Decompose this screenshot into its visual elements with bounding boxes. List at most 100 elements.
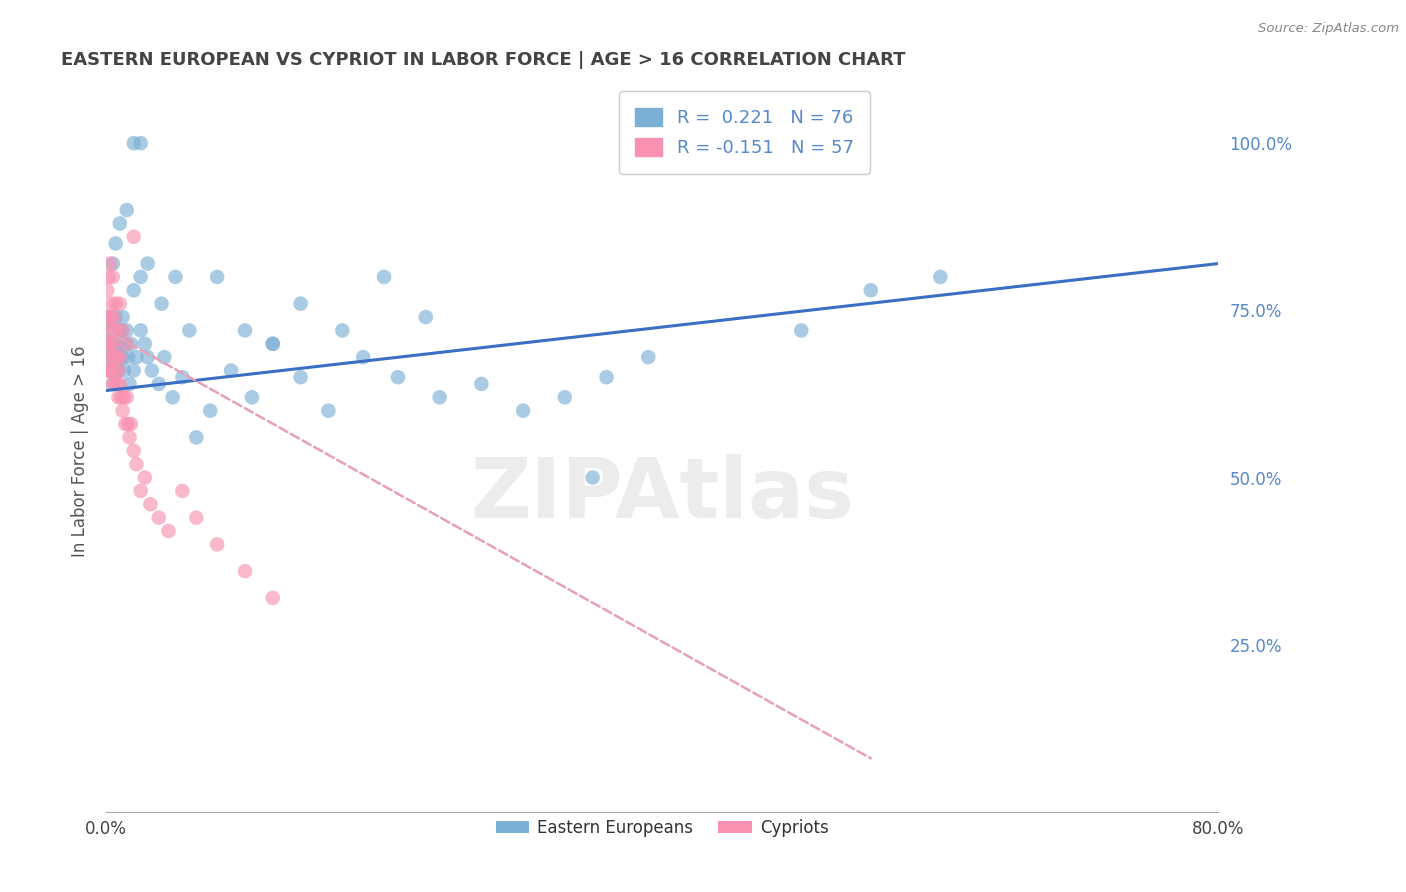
Text: EASTERN EUROPEAN VS CYPRIOT IN LABOR FORCE | AGE > 16 CORRELATION CHART: EASTERN EUROPEAN VS CYPRIOT IN LABOR FOR… [62,51,905,69]
Point [117,417,139,431]
Point [148,510,170,524]
Point [111,403,134,417]
Point [172,483,194,498]
Point [290,296,312,310]
Point [415,310,437,324]
Point [118,430,141,444]
Point [470,376,492,391]
Point [96,283,118,297]
Point [107,390,129,404]
Point [122,229,145,244]
Point [104,363,127,377]
Point [637,350,659,364]
Point [219,363,242,377]
Point [97,310,120,324]
Point [262,591,284,605]
Point [373,269,395,284]
Point [101,323,124,337]
Point [104,350,127,364]
Point [790,323,813,337]
Point [97,363,120,377]
Point [97,336,120,351]
Point [117,350,139,364]
Point [125,350,148,364]
Point [129,269,152,284]
Point [108,350,131,364]
Point [120,417,142,431]
Point [134,470,156,484]
Point [233,564,256,578]
Point [118,376,141,391]
Point [110,323,132,337]
Point [120,336,142,351]
Point [100,363,122,377]
Point [108,350,131,364]
Point [112,390,135,404]
Point [97,336,120,351]
Legend: Eastern Europeans, Cypriots: Eastern Europeans, Cypriots [489,812,835,843]
Point [105,376,128,391]
Point [129,323,152,337]
Point [100,323,122,337]
Point [290,370,312,384]
Point [162,390,184,404]
Point [100,323,122,337]
Point [104,376,127,391]
Point [136,256,159,270]
Point [129,483,152,498]
Point [205,537,228,551]
Point [595,370,617,384]
Point [103,336,125,351]
Point [122,363,145,377]
Point [122,136,145,151]
Point [104,310,127,324]
Point [352,350,374,364]
Point [148,376,170,391]
Point [114,417,136,431]
Point [262,336,284,351]
Point [122,283,145,297]
Point [104,296,127,310]
Point [205,269,228,284]
Point [186,430,208,444]
Point [108,336,131,351]
Point [114,336,136,351]
Point [172,370,194,384]
Point [186,510,208,524]
Text: ZIPAtlas: ZIPAtlas [470,454,853,534]
Y-axis label: In Labor Force | Age > 16: In Labor Force | Age > 16 [72,345,89,557]
Text: Source: ZipAtlas.com: Source: ZipAtlas.com [1258,22,1399,36]
Point [179,323,201,337]
Point [98,336,121,351]
Point [96,363,118,377]
Point [929,269,952,284]
Point [101,376,124,391]
Point [96,310,118,324]
Point [108,216,131,230]
Point [110,390,132,404]
Point [96,336,118,351]
Point [111,323,134,337]
Point [387,370,409,384]
Point [112,363,135,377]
Point [129,136,152,151]
Point [125,457,148,471]
Point [111,310,134,324]
Point [96,350,118,364]
Point [330,323,353,337]
Point [105,336,128,351]
Point [104,236,127,251]
Point [105,350,128,364]
Point [103,310,125,324]
Point [150,296,173,310]
Point [115,390,138,404]
Point [103,323,125,337]
Point [115,336,138,351]
Point [107,363,129,377]
Point [101,269,124,284]
Point [157,524,180,538]
Point [115,202,138,217]
Point [98,310,121,324]
Point [101,256,124,270]
Point [98,363,121,377]
